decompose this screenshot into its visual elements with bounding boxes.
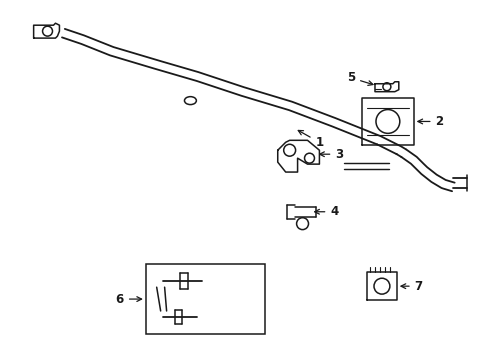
- Text: 2: 2: [417, 115, 443, 128]
- Text: 7: 7: [400, 280, 422, 293]
- Text: 1: 1: [298, 130, 323, 149]
- Text: 5: 5: [346, 71, 372, 85]
- Text: 6: 6: [116, 293, 142, 306]
- Text: 4: 4: [314, 205, 338, 218]
- Text: 3: 3: [319, 148, 343, 161]
- Bar: [145, 264, 264, 334]
